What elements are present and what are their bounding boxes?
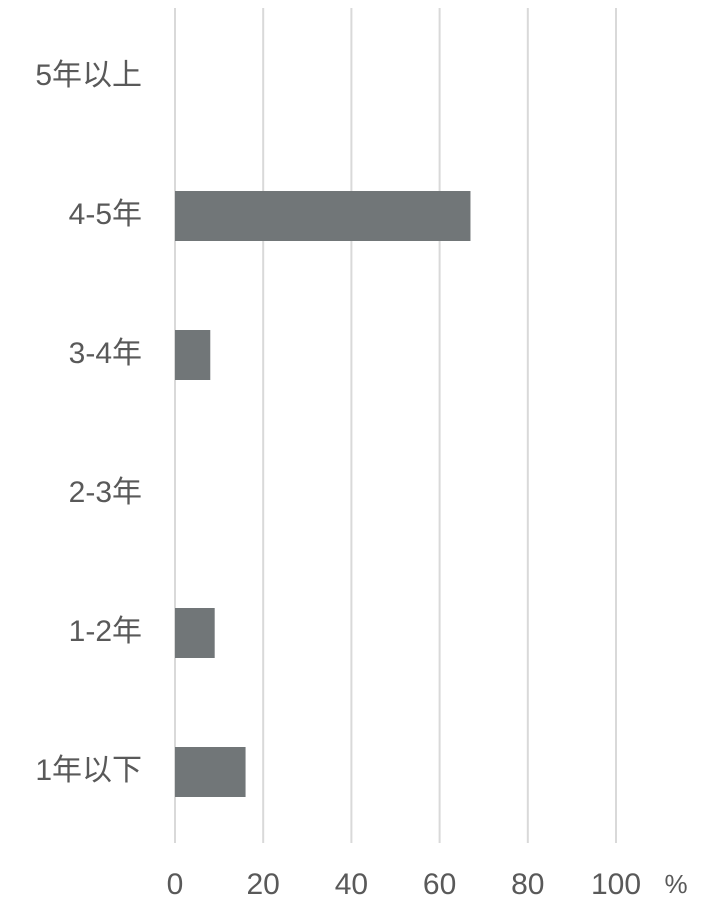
labels-layer: 0 20 40 60 80 100 % 5年以上 4-5年 3-4年 2-3年 1-2年 1年以下 — [35, 59, 687, 901]
grid-layer — [174, 8, 617, 843]
bar-4 — [175, 608, 215, 658]
category-label-2: 3-4年 — [69, 337, 142, 370]
x-axis-unit-label: % — [664, 869, 687, 899]
bars-layer — [175, 191, 471, 797]
category-label-1: 4-5年 — [69, 198, 142, 231]
category-label-0: 5年以上 — [35, 59, 142, 92]
category-label-3: 2-3年 — [69, 476, 142, 509]
category-label-5: 1年以下 — [35, 754, 142, 787]
bar-1 — [175, 191, 471, 241]
bar-5 — [175, 747, 246, 797]
x-tick-label-20: 20 — [247, 868, 280, 901]
x-tick-label-40: 40 — [335, 868, 368, 901]
bar-2 — [175, 330, 211, 380]
category-label-4: 1-2年 — [69, 615, 142, 648]
x-tick-label-0: 0 — [167, 868, 184, 901]
x-tick-label-80: 80 — [511, 868, 544, 901]
x-tick-label-100: 100 — [591, 868, 641, 901]
x-tick-label-60: 60 — [423, 868, 456, 901]
